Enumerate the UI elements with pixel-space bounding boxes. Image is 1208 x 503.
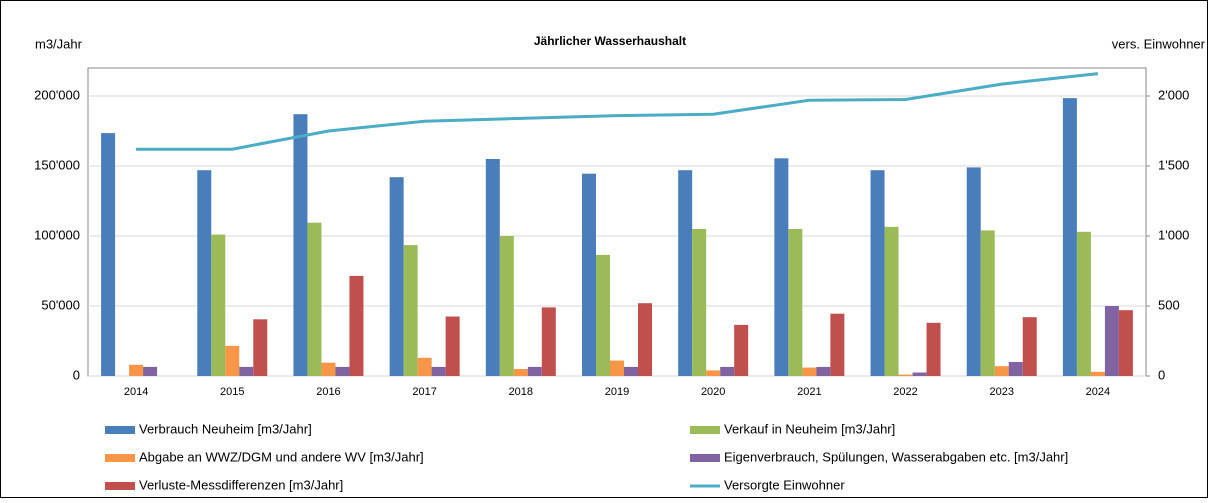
bar	[389, 177, 404, 376]
bar	[788, 229, 803, 376]
bar	[485, 159, 500, 376]
bar	[499, 236, 514, 376]
bar	[129, 364, 144, 376]
bar	[870, 170, 885, 376]
bar	[1090, 371, 1105, 376]
bar	[692, 229, 707, 376]
bar	[802, 367, 817, 376]
bar	[321, 362, 336, 376]
bar	[926, 322, 941, 376]
legend-label: Verkauf in Neuheim [m3/Jahr]	[724, 421, 895, 436]
bar	[582, 173, 596, 376]
bar	[596, 254, 610, 376]
legend-swatch	[105, 482, 135, 490]
y-tick-label: 200'000	[34, 87, 80, 102]
bar	[1118, 310, 1133, 376]
y2-tick-label: 0	[1158, 367, 1165, 382]
y-axis-label: m3/Jahr	[35, 36, 83, 51]
bar	[898, 374, 913, 376]
x-tick-label: 2019	[605, 386, 629, 398]
bar	[101, 133, 116, 376]
y2-axis-label: vers. Einwohner	[1112, 36, 1206, 51]
y-tick-label: 100'000	[34, 227, 80, 242]
x-tick-label: 2018	[509, 386, 533, 398]
legend-label: Verluste-Messdifferenzen [m3/Jahr]	[139, 477, 343, 492]
bar	[610, 360, 624, 376]
y2-tick-label: 1'500	[1158, 157, 1189, 172]
bar	[830, 313, 845, 376]
bar	[349, 275, 364, 376]
bar	[884, 226, 899, 376]
x-tick-label: 2015	[220, 386, 244, 398]
y-tick-label: 0	[73, 367, 80, 382]
x-tick-label: 2014	[124, 386, 148, 398]
y-tick-label: 50'000	[41, 297, 80, 312]
legend-swatch	[105, 454, 135, 462]
bar	[994, 366, 1009, 376]
legend-swatch	[690, 426, 720, 434]
bar	[143, 366, 158, 376]
x-tick-label: 2016	[316, 386, 340, 398]
bar	[293, 114, 308, 376]
x-tick-label: 2017	[412, 386, 436, 398]
bar	[197, 170, 212, 376]
legend-label: Abgabe an WWZ/DGM und andere WV [m3/Jahr…	[139, 449, 424, 464]
y2-tick-label: 1'000	[1158, 227, 1189, 242]
x-tick-label: 2024	[1086, 386, 1110, 398]
bar	[211, 234, 226, 376]
bar	[225, 345, 240, 376]
legend-label: Versorgte Einwohner	[724, 477, 845, 492]
bar	[445, 316, 460, 376]
x-tick-label: 2021	[797, 386, 821, 398]
bar	[734, 324, 749, 376]
bar	[335, 366, 350, 376]
bar	[239, 366, 254, 376]
bar	[966, 167, 981, 376]
bar	[980, 230, 995, 376]
legend-label: Eigenverbrauch, Spülungen, Wasserabgaben…	[724, 449, 1068, 464]
bar	[1022, 317, 1037, 376]
legend-label: Verbrauch Neuheim [m3/Jahr]	[139, 421, 312, 436]
bar	[417, 357, 432, 376]
x-tick-label: 2022	[893, 386, 917, 398]
y-tick-label: 150'000	[34, 157, 80, 172]
legend-swatch	[105, 426, 135, 434]
legend-swatch	[690, 454, 720, 462]
bar	[638, 303, 652, 376]
bar	[1076, 231, 1091, 376]
bar	[1008, 362, 1023, 376]
bar	[678, 170, 693, 376]
bar	[513, 369, 528, 376]
bar	[431, 366, 446, 376]
bar	[816, 366, 831, 376]
bar	[624, 366, 638, 376]
x-tick-label: 2023	[989, 386, 1013, 398]
bar	[403, 245, 418, 376]
y2-tick-label: 2'000	[1158, 87, 1189, 102]
bar	[912, 372, 927, 376]
chart-title: Jährlicher Wasserhaushalt	[534, 34, 686, 48]
line	[136, 72, 1099, 151]
bar	[541, 307, 556, 376]
bar	[1062, 98, 1077, 376]
bar	[720, 366, 735, 376]
bar	[527, 366, 542, 376]
y2-tick-label: 500	[1158, 297, 1180, 312]
bar	[253, 319, 268, 376]
bar	[1104, 306, 1119, 376]
bar	[774, 158, 789, 376]
x-tick-label: 2020	[701, 386, 725, 398]
bar	[706, 370, 721, 376]
bar	[307, 222, 322, 376]
